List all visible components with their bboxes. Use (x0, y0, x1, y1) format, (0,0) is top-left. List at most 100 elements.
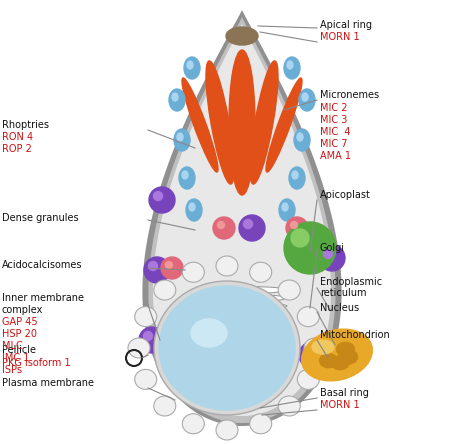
Ellipse shape (279, 199, 295, 221)
Text: Golgi: Golgi (320, 243, 345, 253)
Text: HSP 20: HSP 20 (2, 329, 37, 339)
Ellipse shape (299, 89, 315, 111)
Ellipse shape (337, 342, 355, 356)
Ellipse shape (226, 27, 258, 45)
Ellipse shape (207, 319, 287, 325)
Ellipse shape (302, 93, 308, 101)
Ellipse shape (135, 369, 157, 389)
Ellipse shape (182, 78, 218, 172)
Ellipse shape (135, 307, 157, 327)
Text: Acidocalcisomes: Acidocalcisomes (2, 260, 82, 270)
Ellipse shape (250, 61, 278, 184)
Ellipse shape (250, 262, 272, 282)
Text: Inner membrane: Inner membrane (2, 293, 84, 303)
Text: Rhoptries: Rhoptries (2, 120, 49, 130)
Text: PKG isoform 1: PKG isoform 1 (2, 358, 71, 368)
Ellipse shape (207, 311, 287, 317)
Text: AMA 1: AMA 1 (320, 151, 351, 161)
Ellipse shape (177, 133, 183, 141)
Text: ROP 2: ROP 2 (2, 144, 32, 154)
Ellipse shape (299, 342, 325, 368)
Ellipse shape (154, 281, 300, 415)
Ellipse shape (303, 347, 312, 356)
Ellipse shape (207, 295, 287, 302)
Ellipse shape (182, 414, 204, 434)
Text: complex: complex (2, 305, 44, 315)
Ellipse shape (319, 354, 337, 368)
Ellipse shape (246, 359, 268, 381)
Ellipse shape (191, 319, 227, 347)
Ellipse shape (169, 89, 185, 111)
Ellipse shape (301, 329, 373, 381)
Text: MLC: MLC (2, 341, 23, 351)
Ellipse shape (207, 287, 287, 294)
Text: MIC 2: MIC 2 (320, 103, 347, 113)
Ellipse shape (206, 61, 234, 184)
Ellipse shape (199, 357, 225, 383)
Ellipse shape (286, 217, 308, 239)
Ellipse shape (189, 203, 195, 211)
Text: Mitochondrion: Mitochondrion (320, 330, 390, 340)
Ellipse shape (216, 256, 238, 276)
Ellipse shape (239, 215, 265, 241)
Ellipse shape (284, 222, 336, 274)
Text: Basal ring: Basal ring (320, 388, 369, 398)
Ellipse shape (207, 327, 287, 333)
Ellipse shape (339, 350, 357, 364)
Ellipse shape (297, 307, 319, 327)
Ellipse shape (216, 420, 238, 440)
Ellipse shape (187, 61, 193, 69)
Ellipse shape (250, 414, 272, 434)
Ellipse shape (186, 199, 202, 221)
Ellipse shape (319, 245, 345, 271)
Ellipse shape (294, 129, 310, 151)
Ellipse shape (291, 222, 298, 228)
Ellipse shape (331, 356, 349, 370)
Ellipse shape (165, 262, 173, 268)
Ellipse shape (154, 191, 163, 201)
Text: Plasma membrane: Plasma membrane (2, 378, 94, 388)
Ellipse shape (182, 171, 188, 179)
Ellipse shape (139, 327, 165, 353)
Ellipse shape (323, 250, 332, 259)
Text: MORN 1: MORN 1 (320, 400, 360, 410)
Ellipse shape (218, 222, 225, 228)
Text: GAP 45: GAP 45 (2, 317, 37, 327)
Ellipse shape (291, 229, 309, 247)
Text: MIC  4: MIC 4 (320, 127, 350, 137)
Ellipse shape (312, 340, 334, 354)
Text: reticulum: reticulum (320, 288, 366, 298)
Text: Apicoplast: Apicoplast (320, 190, 371, 200)
Ellipse shape (227, 393, 257, 410)
Text: Nucleus: Nucleus (320, 303, 359, 313)
Ellipse shape (207, 303, 287, 310)
Text: MORN 1: MORN 1 (320, 32, 360, 42)
Text: Endoplasmic: Endoplasmic (320, 277, 382, 287)
Ellipse shape (154, 280, 176, 300)
Text: ISPs: ISPs (2, 365, 22, 375)
Ellipse shape (174, 129, 190, 151)
Ellipse shape (182, 262, 204, 282)
Text: Apical ring: Apical ring (320, 20, 372, 30)
Text: MIC 7: MIC 7 (320, 139, 347, 149)
Ellipse shape (266, 78, 302, 172)
Ellipse shape (144, 332, 153, 340)
Ellipse shape (250, 364, 257, 371)
Text: IMC 1: IMC 1 (2, 353, 29, 363)
Ellipse shape (172, 93, 178, 101)
Ellipse shape (287, 61, 293, 69)
Ellipse shape (304, 338, 326, 358)
Ellipse shape (128, 338, 150, 358)
Ellipse shape (154, 396, 176, 416)
Ellipse shape (159, 286, 295, 410)
Ellipse shape (278, 280, 300, 300)
Text: RON 4: RON 4 (2, 132, 33, 142)
Ellipse shape (282, 203, 288, 211)
Text: Dense granules: Dense granules (2, 213, 79, 223)
Text: MIC 3: MIC 3 (320, 115, 347, 125)
Polygon shape (148, 17, 336, 423)
Ellipse shape (278, 396, 300, 416)
Ellipse shape (144, 257, 170, 283)
Text: Micronemes: Micronemes (320, 90, 379, 100)
Ellipse shape (184, 57, 200, 79)
